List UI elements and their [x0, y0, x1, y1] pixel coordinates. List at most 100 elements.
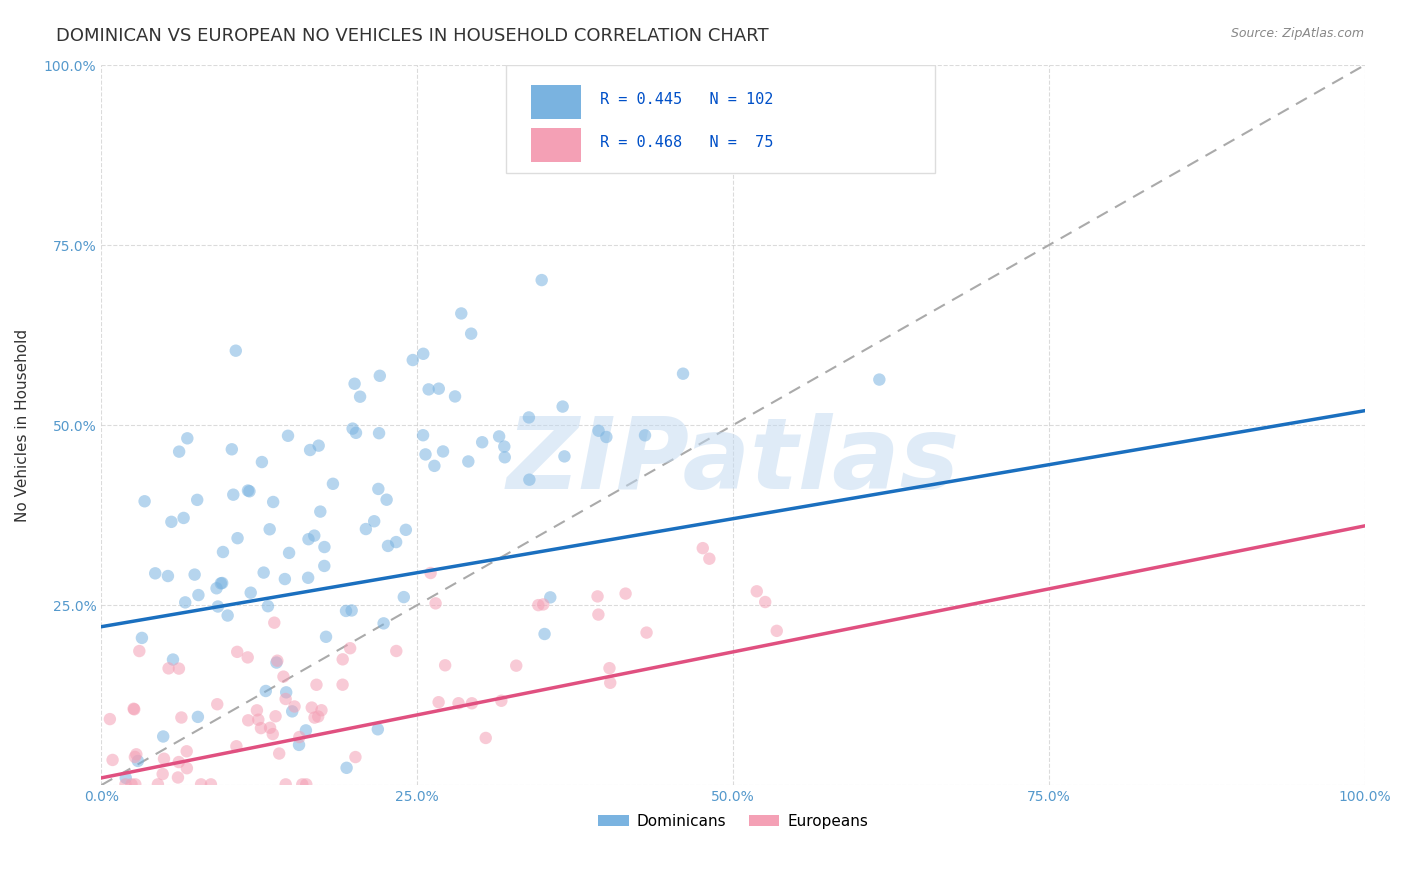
Point: [257, 599, 280, 614]
Point: [368, 426, 391, 441]
Text: ZIPatlas: ZIPatlas: [506, 413, 959, 509]
Point: [339, 641, 361, 656]
Point: [122, 702, 145, 716]
Point: [291, 777, 314, 791]
Point: [236, 650, 259, 665]
Point: [207, 599, 229, 614]
Point: [305, 678, 328, 692]
Point: [176, 431, 198, 445]
Point: [354, 522, 377, 536]
Point: [494, 450, 516, 465]
Point: [340, 603, 363, 617]
Point: [174, 595, 197, 609]
Point: [225, 343, 247, 358]
Point: [239, 585, 262, 599]
Point: [598, 661, 620, 675]
Point: [505, 658, 527, 673]
Point: [460, 326, 482, 341]
Point: [295, 777, 318, 791]
Point: [363, 514, 385, 528]
Point: [415, 447, 437, 461]
Point: [131, 631, 153, 645]
Point: [209, 576, 232, 591]
Point: [423, 458, 446, 473]
Point: [266, 654, 288, 668]
Point: [263, 615, 285, 630]
Point: [425, 596, 447, 610]
Point: [122, 702, 145, 716]
Point: [517, 410, 540, 425]
Point: [288, 738, 311, 752]
Point: [167, 444, 190, 458]
Point: [262, 495, 284, 509]
Point: [745, 584, 768, 599]
Point: [315, 630, 337, 644]
Point: [434, 658, 457, 673]
Point: [754, 595, 776, 609]
Point: [274, 692, 297, 706]
Point: [335, 604, 357, 618]
Point: [868, 373, 890, 387]
Point: [288, 730, 311, 744]
Point: [162, 652, 184, 666]
Point: [427, 382, 450, 396]
Point: [309, 505, 332, 519]
Point: [427, 695, 450, 709]
Point: [190, 777, 212, 791]
Point: [170, 710, 193, 724]
Point: [277, 429, 299, 443]
Point: [314, 540, 336, 554]
Point: [212, 545, 235, 559]
Point: [143, 566, 166, 581]
Point: [259, 721, 281, 735]
Point: [586, 590, 609, 604]
Point: [599, 675, 621, 690]
Point: [153, 752, 176, 766]
Point: [246, 703, 269, 717]
Point: [553, 450, 575, 464]
Point: [134, 494, 156, 508]
Point: [344, 425, 367, 440]
Point: [264, 709, 287, 723]
Point: [304, 528, 326, 542]
Point: [205, 581, 228, 595]
Point: [124, 750, 146, 764]
Point: [221, 442, 243, 457]
Point: [488, 429, 510, 443]
Point: [187, 710, 209, 724]
Point: [375, 492, 398, 507]
Point: [342, 421, 364, 435]
Point: [259, 522, 281, 536]
Point: [308, 439, 330, 453]
Point: [207, 697, 229, 711]
Point: [385, 644, 408, 658]
Point: [367, 723, 389, 737]
Point: [226, 645, 249, 659]
Point: [283, 699, 305, 714]
Point: [186, 492, 208, 507]
Point: [152, 767, 174, 781]
Point: [457, 454, 479, 468]
FancyBboxPatch shape: [531, 128, 582, 162]
Point: [402, 353, 425, 368]
Point: [450, 306, 472, 320]
Point: [274, 572, 297, 586]
Point: [273, 670, 295, 684]
Point: [304, 710, 326, 724]
Point: [281, 704, 304, 718]
Point: [176, 744, 198, 758]
FancyBboxPatch shape: [506, 65, 935, 173]
Point: [125, 747, 148, 762]
Point: [152, 730, 174, 744]
Point: [531, 598, 554, 612]
Point: [832, 145, 855, 160]
Point: [128, 644, 150, 658]
Point: [412, 428, 434, 442]
Point: [692, 541, 714, 556]
Point: [254, 684, 277, 698]
Point: [588, 424, 610, 438]
Point: [314, 558, 336, 573]
Point: [367, 482, 389, 496]
Point: [392, 590, 415, 604]
Point: [634, 428, 657, 442]
